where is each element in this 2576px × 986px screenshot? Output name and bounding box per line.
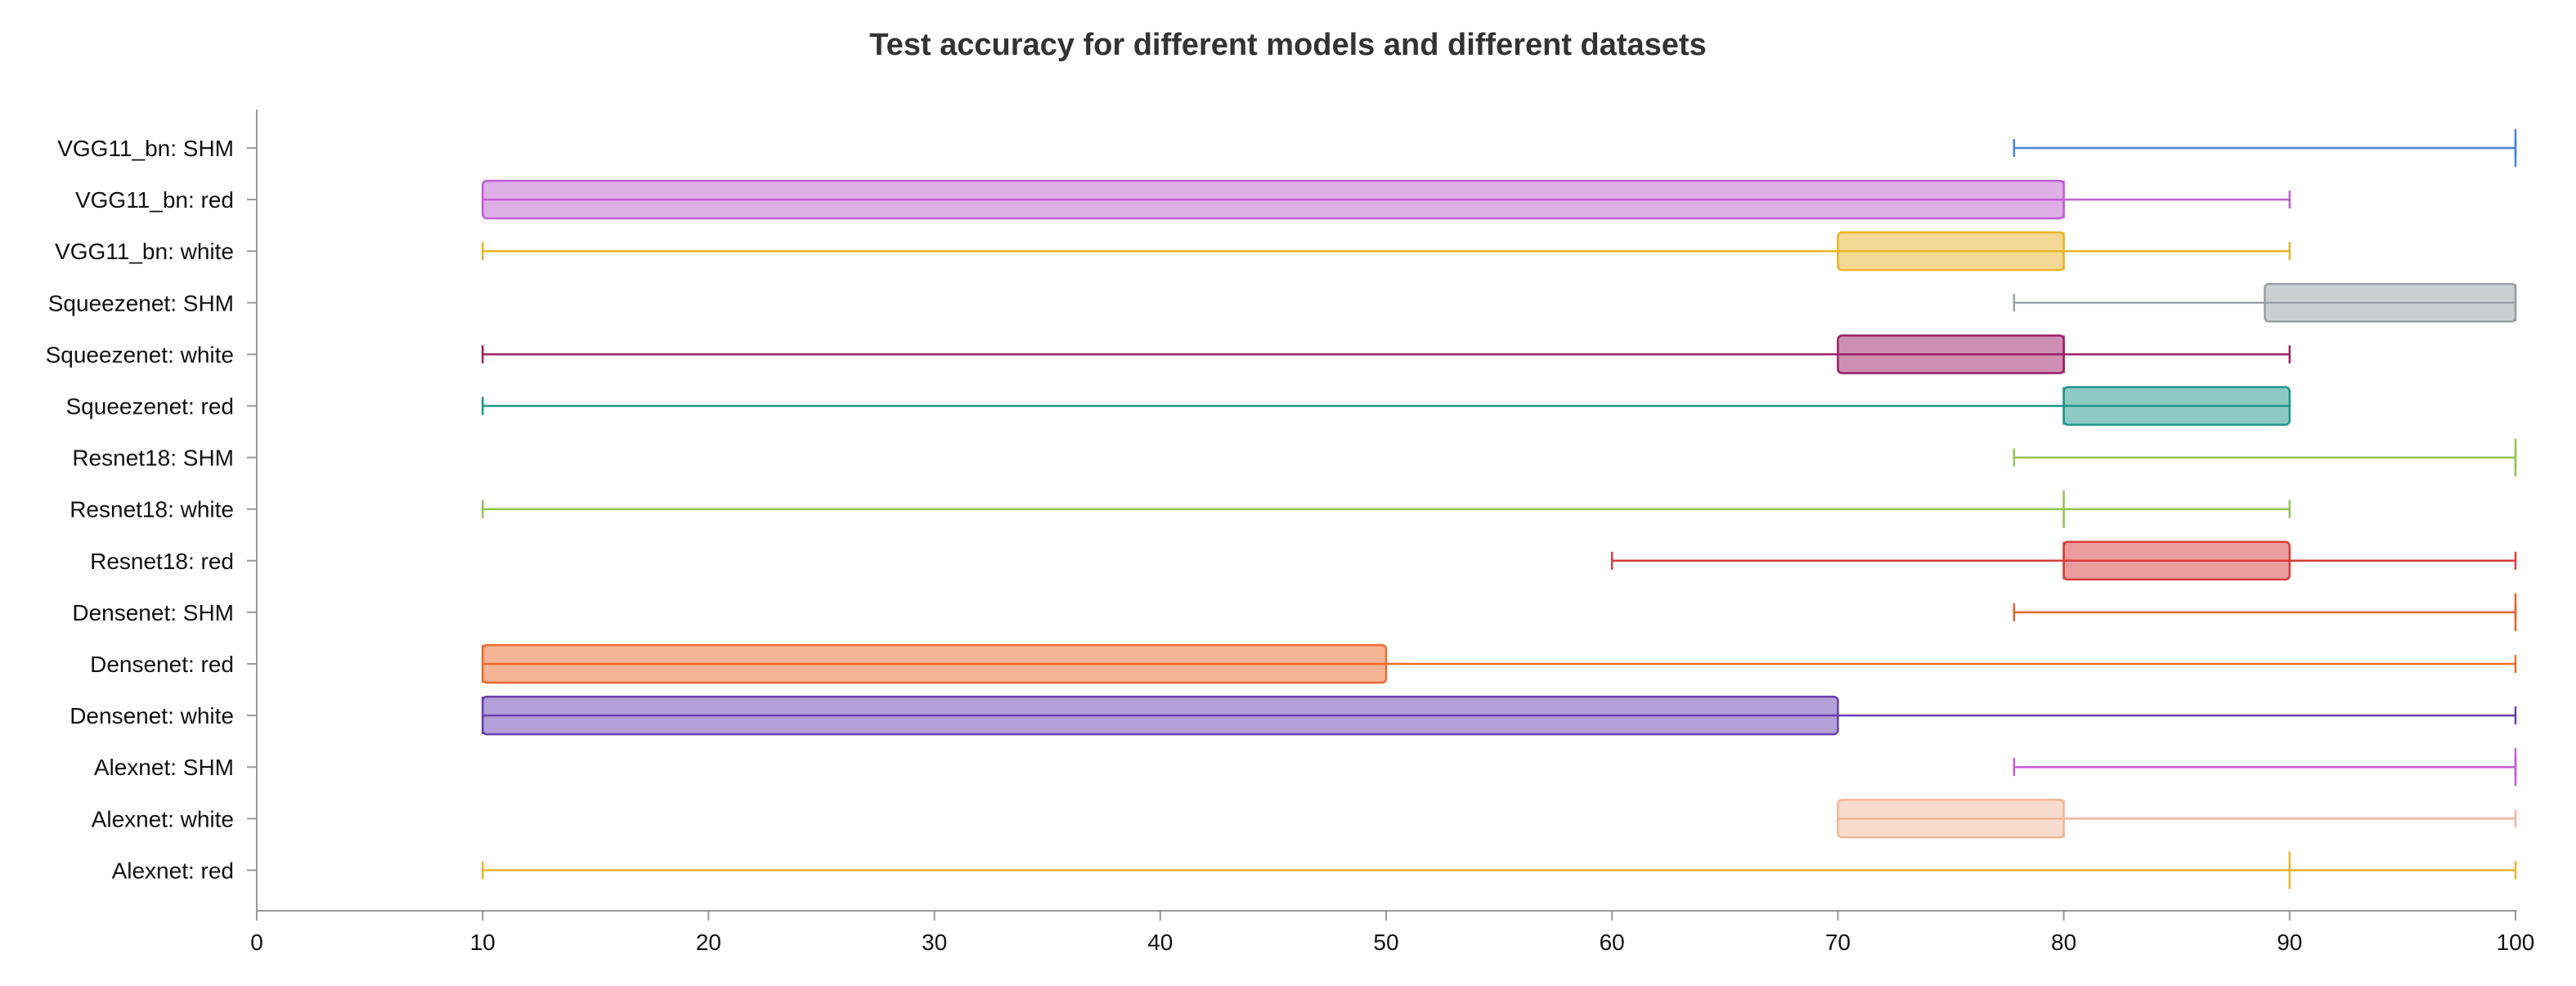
boxplot-item — [481, 179, 2291, 220]
boxplot-item — [481, 334, 2291, 374]
x-tick-label: 0 — [250, 930, 263, 955]
boxplot-item — [2013, 593, 2517, 631]
boxplot-item — [481, 231, 2291, 271]
x-tick-label: 20 — [696, 930, 721, 955]
boxplot-item — [2013, 748, 2517, 787]
x-tick-label: 100 — [2497, 930, 2535, 955]
box — [481, 179, 2065, 220]
boxplot-item — [2013, 283, 2517, 323]
boxplot-item — [481, 851, 2517, 890]
x-tick-label: 70 — [1825, 930, 1851, 955]
box — [481, 695, 1839, 736]
x-tick-label: 60 — [1600, 930, 1625, 955]
y-tick-label: Squeezenet: SHM — [48, 290, 234, 316]
y-tick-label: Alexnet: SHM — [94, 755, 234, 780]
x-tick-label: 30 — [922, 930, 947, 955]
boxplot-item — [481, 695, 2517, 736]
boxplot-item — [2013, 438, 2517, 477]
boxplot-item — [1610, 540, 2517, 581]
x-tick-label: 80 — [2051, 930, 2076, 955]
y-tick-label: Alexnet: red — [112, 858, 234, 883]
x-tick-label: 10 — [470, 930, 496, 955]
x-tick-label: 50 — [1373, 930, 1398, 955]
x-tick-label: 40 — [1147, 930, 1173, 955]
y-tick-label: VGG11_bn: white — [55, 239, 234, 264]
boxplot-item — [481, 386, 2291, 426]
y-tick-label: Densenet: red — [90, 652, 234, 677]
y-tick-label: Resnet18: SHM — [72, 446, 234, 471]
y-tick-label: Resnet18: white — [70, 497, 234, 522]
boxplot-series — [481, 129, 2517, 890]
box — [1837, 799, 2065, 839]
y-tick-label: Squeezenet: red — [66, 394, 235, 419]
y-tick-label: Resnet18: red — [90, 549, 234, 574]
chart-title: Test accuracy for different models and d… — [869, 28, 1707, 62]
box — [1837, 231, 2065, 271]
x-tick-label: 90 — [2277, 930, 2302, 955]
y-tick-label: Squeezenet: white — [46, 342, 234, 367]
box — [2062, 540, 2291, 581]
boxplot-item — [481, 643, 2517, 684]
boxplot-item — [2013, 129, 2517, 167]
box — [1837, 334, 2065, 374]
y-tick-label: VGG11_bn: SHM — [57, 136, 234, 161]
box — [2062, 386, 2291, 426]
boxplot-item — [481, 490, 2291, 528]
y-tick-label: Densenet: SHM — [72, 600, 234, 625]
boxplot-item — [1837, 799, 2517, 839]
axes: 0 10 20 30 40 50 60 70 80 90 100 VGG11_bn: SHM VGG11… — [46, 110, 2535, 955]
box — [481, 643, 1388, 684]
box — [2264, 283, 2517, 323]
y-tick-label: Alexnet: white — [92, 806, 234, 831]
y-tick-label: VGG11_bn: red — [75, 187, 234, 213]
y-tick-label: Densenet: white — [70, 703, 234, 728]
